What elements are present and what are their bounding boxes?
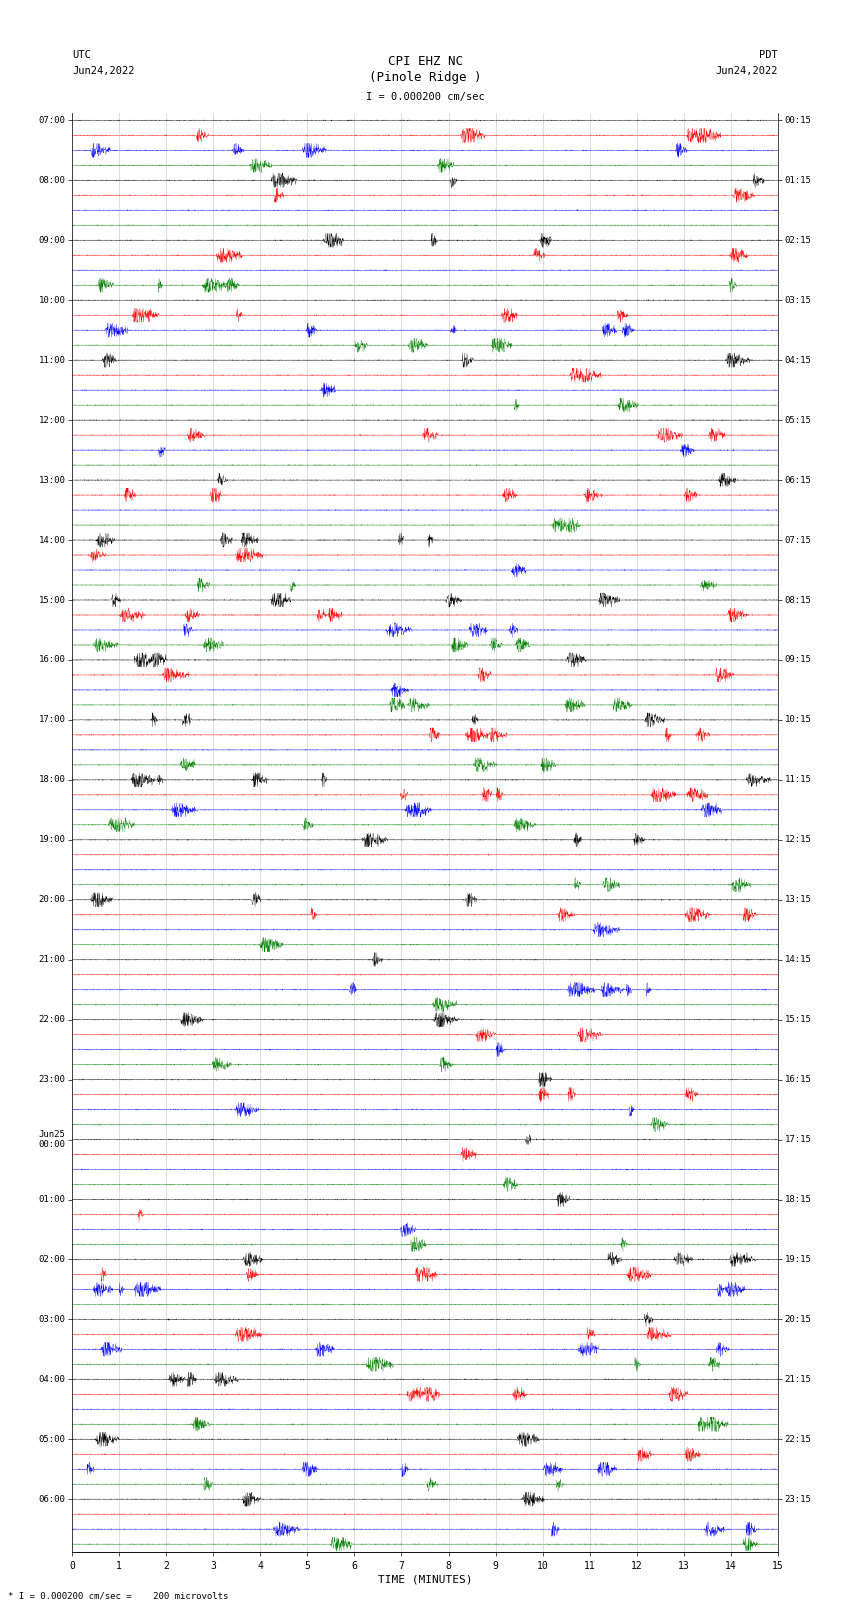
Text: CPI EHZ NC: CPI EHZ NC xyxy=(388,55,462,68)
Text: * I = 0.000200 cm/sec =    200 microvolts: * I = 0.000200 cm/sec = 200 microvolts xyxy=(8,1590,229,1600)
X-axis label: TIME (MINUTES): TIME (MINUTES) xyxy=(377,1574,473,1586)
Text: PDT: PDT xyxy=(759,50,778,60)
Text: (Pinole Ridge ): (Pinole Ridge ) xyxy=(369,71,481,84)
Text: UTC: UTC xyxy=(72,50,91,60)
Text: I = 0.000200 cm/sec: I = 0.000200 cm/sec xyxy=(366,92,484,102)
Text: Jun24,2022: Jun24,2022 xyxy=(715,66,778,76)
Text: Jun24,2022: Jun24,2022 xyxy=(72,66,135,76)
